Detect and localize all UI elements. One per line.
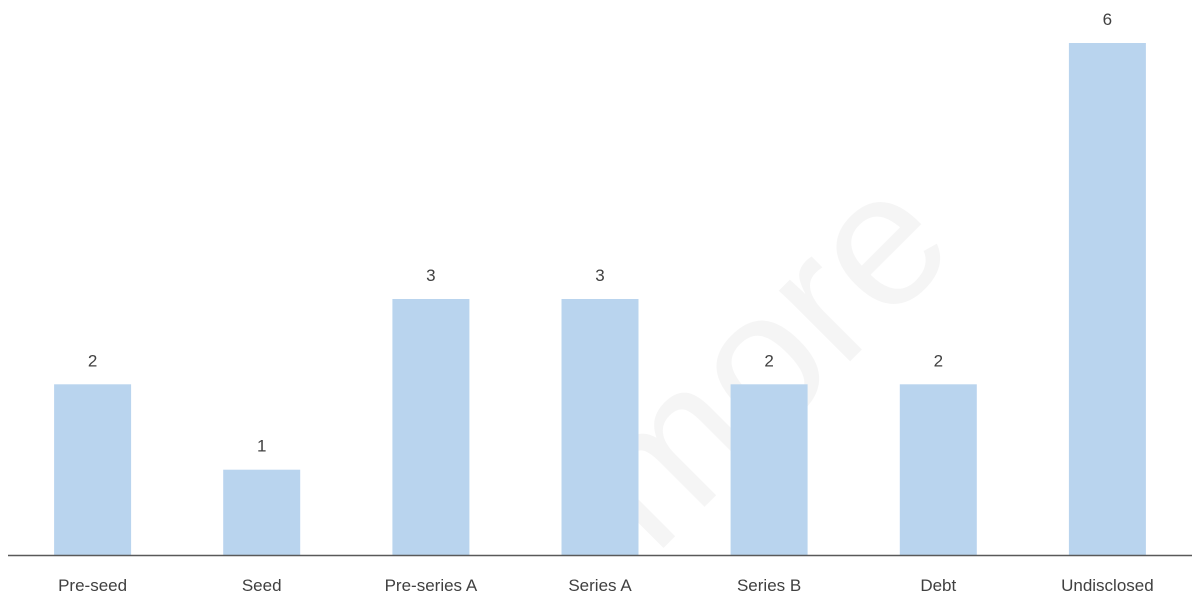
- data-label: 1: [257, 437, 266, 456]
- x-tick-label: Undisclosed: [1061, 576, 1154, 595]
- x-tick-label: Series B: [737, 576, 801, 595]
- bar-seed: [223, 469, 301, 555]
- x-tick-label: Debt: [920, 576, 956, 595]
- bar-pre-seed: [54, 384, 132, 555]
- bar-pre-series-a: [392, 299, 470, 555]
- data-label: 2: [88, 351, 97, 370]
- x-tick-labels-group: Pre-seed Seed Pre-series A Series A Series B…: [58, 576, 1154, 595]
- x-tick-label: Pre-seed: [58, 576, 127, 595]
- x-tick-label: Series A: [568, 576, 632, 595]
- bar-undisclosed: [1068, 43, 1146, 555]
- data-label: 6: [1103, 10, 1112, 29]
- bar-series-a: [561, 299, 639, 555]
- data-label: 3: [426, 266, 435, 285]
- x-tick-label: Pre-series A: [385, 576, 478, 595]
- bars-group: [54, 43, 1146, 555]
- data-labels-group: 2 1 3 3 2 2 6: [88, 10, 1112, 456]
- bar-debt: [899, 384, 977, 555]
- x-tick-label: Seed: [242, 576, 282, 595]
- data-label: 3: [595, 266, 604, 285]
- bar-series-b: [730, 384, 808, 555]
- data-label: 2: [934, 351, 943, 370]
- data-label: 2: [764, 351, 773, 370]
